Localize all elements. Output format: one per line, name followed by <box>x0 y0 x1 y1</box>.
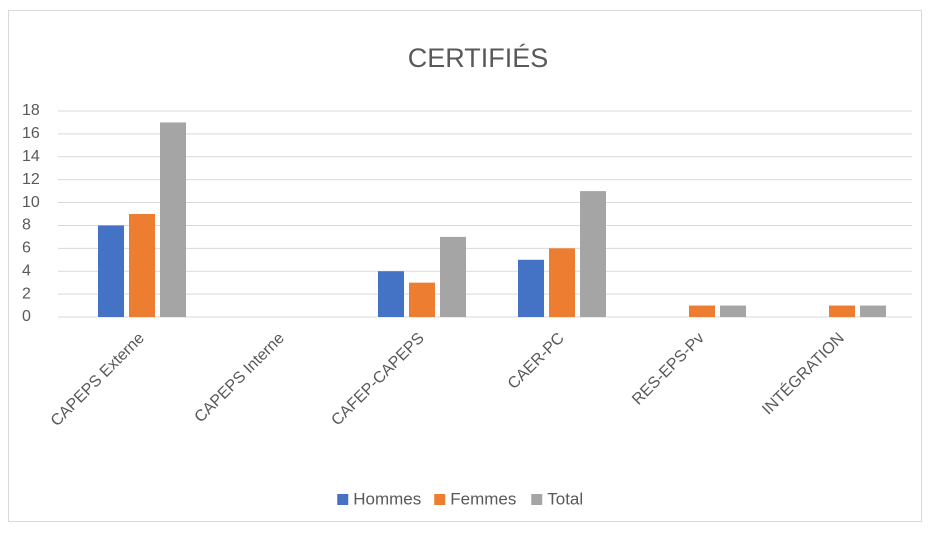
bar <box>160 122 186 317</box>
bar <box>409 282 435 317</box>
bar <box>98 225 124 317</box>
legend-swatch <box>337 494 349 505</box>
y-tick-label: 18 <box>22 102 40 119</box>
bar <box>860 305 886 317</box>
y-tick-label: 2 <box>22 285 31 302</box>
bar <box>829 305 855 317</box>
y-tick-label: 6 <box>22 240 31 257</box>
y-tick-label: 12 <box>22 171 40 188</box>
bar <box>720 305 746 317</box>
y-tick-label: 14 <box>22 148 40 165</box>
bar <box>129 214 155 317</box>
bar <box>580 191 606 317</box>
y-tick-label: 10 <box>22 194 40 211</box>
legend-swatch <box>434 494 446 505</box>
bar <box>689 305 715 317</box>
bar <box>518 259 544 317</box>
bar <box>440 236 466 317</box>
bar <box>549 248 575 317</box>
legend-swatch <box>531 494 543 505</box>
legend-label: Femmes <box>450 489 516 508</box>
y-tick-label: 0 <box>22 308 31 325</box>
y-tick-label: 8 <box>22 217 31 234</box>
y-tick-label: 16 <box>22 125 40 142</box>
chart-title: CERTIFIÉS <box>408 43 549 73</box>
y-tick-label: 4 <box>22 262 31 279</box>
legend-label: Total <box>547 489 583 508</box>
legend-label: Hommes <box>353 489 421 508</box>
bar <box>378 271 404 317</box>
